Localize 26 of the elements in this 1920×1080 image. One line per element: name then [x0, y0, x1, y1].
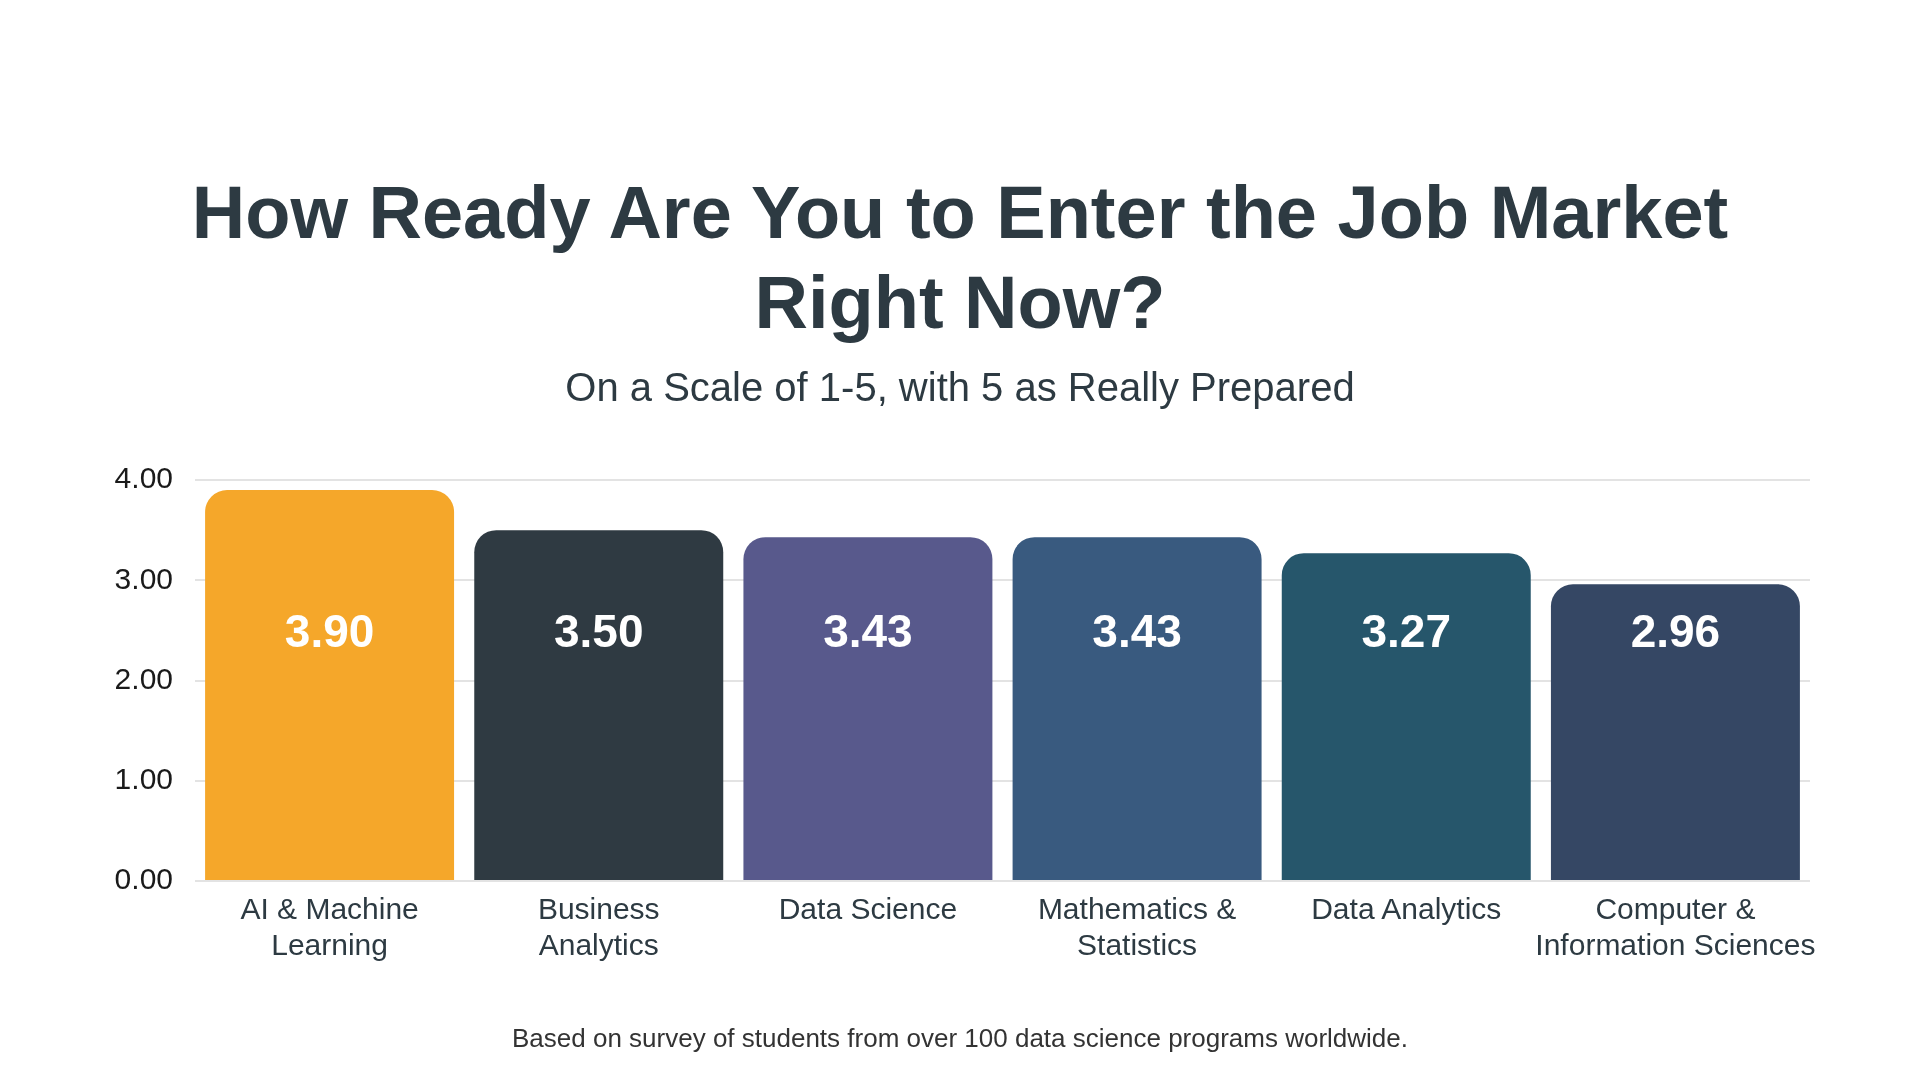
data-label: 2.96 [1630, 605, 1721, 658]
data-label: 3.90 [284, 605, 375, 658]
y-tick-label: 3.00 [114, 561, 173, 595]
x-tick-label: Data Analytics [1311, 892, 1502, 926]
data-label: 3.27 [1361, 605, 1452, 658]
bar [1012, 537, 1262, 880]
data-label: 3.50 [553, 605, 644, 658]
data-label: 3.43 [1092, 605, 1182, 658]
x-tick-label: Data Science [778, 892, 958, 926]
y-tick-label: 4.00 [114, 461, 173, 495]
data-label: 3.43 [823, 605, 913, 658]
y-tick-label: 1.00 [114, 762, 173, 796]
bar [474, 530, 724, 880]
chart-title: How Ready Are You to Enter the Job Market Right Now? [190, 170, 1730, 346]
chart-subtitle: On a Scale of 1-5, with 5 as Really Prepared [564, 364, 1356, 411]
x-tick-label: Computer & Information Sciences [1535, 892, 1816, 962]
y-tick-label: 0.00 [114, 862, 173, 896]
x-tick-label: Business Analytics [537, 892, 660, 962]
bar [1281, 553, 1531, 880]
bar [1550, 584, 1800, 880]
bar [743, 537, 993, 880]
text: Based on survey of students from over 100 data science programs worldwide. [511, 1022, 1409, 1055]
y-tick-label: 2.00 [114, 661, 173, 695]
x-tick-label: Mathematics & Statistics [1037, 892, 1237, 962]
bar [205, 490, 455, 880]
x-tick-label: AI & Machine Learning [240, 892, 419, 962]
